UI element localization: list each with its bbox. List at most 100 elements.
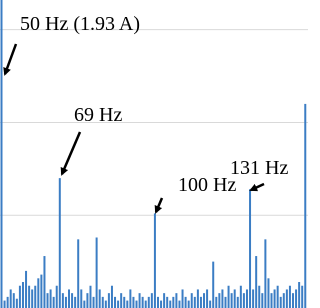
bar <box>138 293 141 308</box>
bar <box>236 296 239 308</box>
bar <box>9 289 12 308</box>
bar <box>261 293 264 308</box>
bar <box>80 289 83 308</box>
bar <box>233 289 236 308</box>
bar <box>267 278 270 308</box>
bar <box>175 293 178 308</box>
bar <box>288 285 291 308</box>
bar <box>101 296 104 308</box>
bar <box>209 300 212 308</box>
bar <box>156 296 159 308</box>
bar <box>98 289 101 308</box>
bar <box>264 239 267 308</box>
annotation: 69 Hz <box>74 104 122 126</box>
bar <box>74 296 77 308</box>
bar <box>135 300 138 308</box>
bar <box>123 296 126 308</box>
bar <box>230 293 233 308</box>
bar <box>239 285 242 308</box>
bar <box>0 0 3 308</box>
bar <box>178 300 181 308</box>
bar <box>21 282 24 308</box>
bar <box>64 296 67 308</box>
bar <box>147 296 150 308</box>
bar <box>273 289 276 308</box>
arrow <box>154 197 164 214</box>
bar <box>15 298 18 308</box>
bar <box>169 300 172 308</box>
bar <box>31 289 34 308</box>
bar <box>18 285 21 308</box>
arrow <box>3 43 18 76</box>
bar <box>249 189 252 308</box>
bar <box>221 289 224 308</box>
annotation: 50 Hz (1.93 A) <box>20 13 140 35</box>
bar <box>12 293 15 308</box>
bar <box>301 285 304 308</box>
bar <box>242 293 245 308</box>
bar <box>206 289 209 308</box>
annotation: 131 Hz <box>230 157 288 179</box>
bar <box>190 293 193 308</box>
bar <box>110 285 113 308</box>
bar <box>227 285 230 308</box>
bar <box>61 293 64 308</box>
bar <box>117 300 120 308</box>
bar <box>212 261 215 308</box>
bar <box>184 296 187 308</box>
bar <box>144 300 147 308</box>
bar <box>43 256 46 308</box>
bar <box>279 296 282 308</box>
bar <box>163 293 166 308</box>
annotation-arrows <box>3 43 265 214</box>
bar <box>92 296 95 308</box>
bar <box>77 239 80 308</box>
bar <box>52 296 55 308</box>
bar <box>187 300 190 308</box>
bar <box>203 293 206 308</box>
bar <box>166 296 169 308</box>
bar <box>215 296 218 308</box>
bar <box>160 300 163 308</box>
bar <box>40 274 43 308</box>
bar <box>34 285 37 308</box>
bar <box>196 289 199 308</box>
bar <box>55 285 58 308</box>
bar <box>224 296 227 308</box>
bar <box>107 293 110 308</box>
bar <box>193 296 196 308</box>
bar <box>218 293 221 308</box>
bar <box>304 103 307 308</box>
bar <box>141 296 144 308</box>
bar <box>255 256 258 308</box>
bar <box>291 293 294 308</box>
bar <box>150 293 153 308</box>
bars <box>0 0 307 308</box>
bar <box>83 300 86 308</box>
bar <box>276 285 279 308</box>
bar <box>282 293 285 308</box>
bar <box>126 300 129 308</box>
bar <box>6 296 9 308</box>
arrow <box>249 182 265 192</box>
bar <box>172 296 175 308</box>
arrow <box>60 131 82 176</box>
bar <box>68 289 71 308</box>
bar <box>71 293 74 308</box>
bar <box>37 278 40 308</box>
bar <box>132 296 135 308</box>
bar <box>25 270 28 308</box>
bar <box>28 285 31 308</box>
chart: 50 Hz (1.93 A) 69 Hz 100 Hz 131 Hz <box>0 0 308 308</box>
bar <box>258 285 261 308</box>
bar <box>199 296 202 308</box>
bar <box>104 300 107 308</box>
bar <box>86 293 89 308</box>
bar <box>270 293 273 308</box>
bar <box>46 293 49 308</box>
bar <box>49 289 52 308</box>
bar <box>129 289 132 308</box>
bar <box>89 285 92 308</box>
bar <box>153 213 156 308</box>
bar <box>252 289 255 308</box>
